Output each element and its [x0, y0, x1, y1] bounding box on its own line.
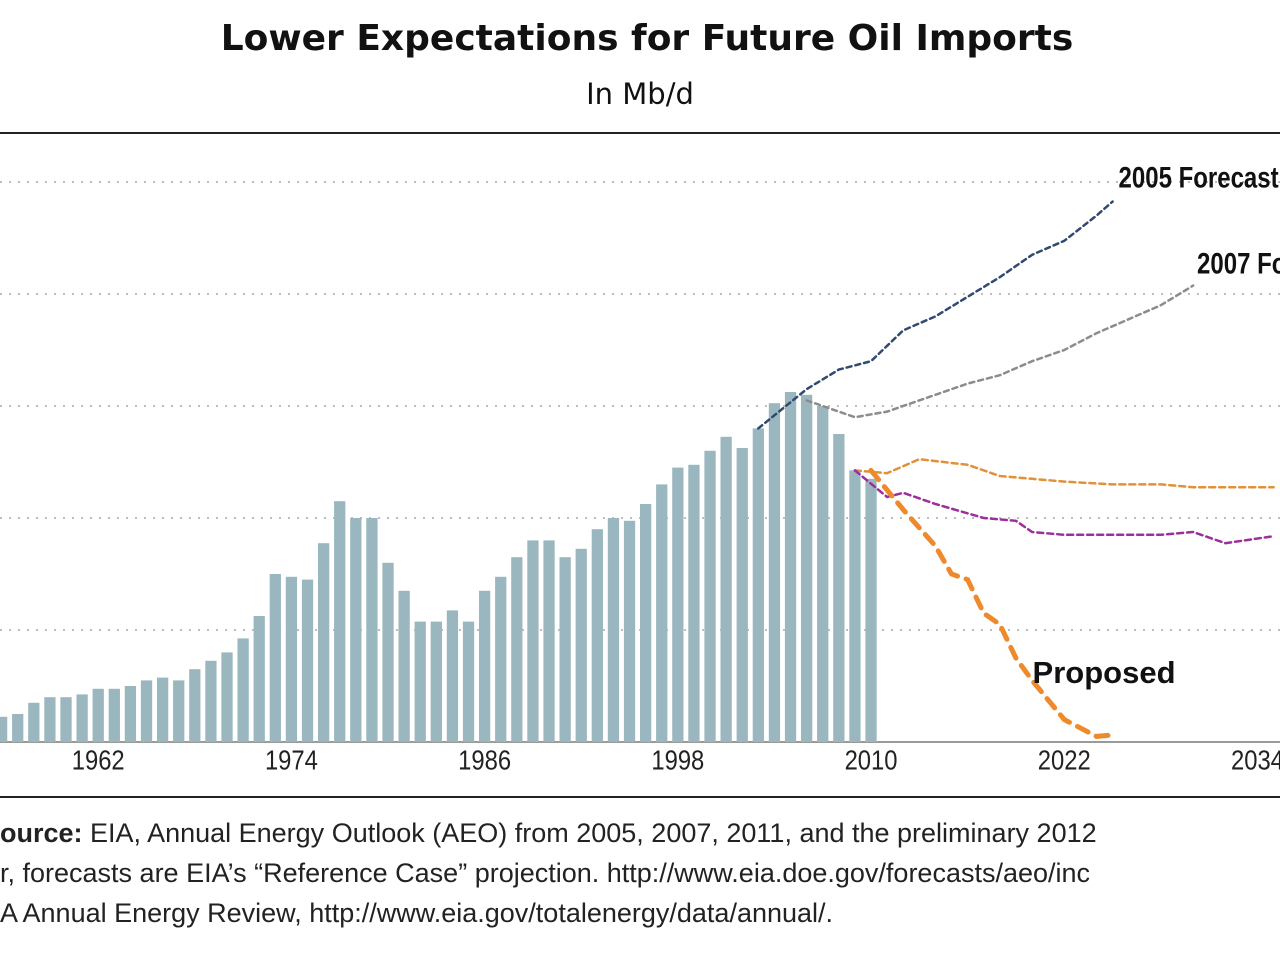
forecast-line — [805, 284, 1195, 419]
forecast-line — [853, 457, 1275, 489]
bar — [446, 610, 459, 742]
x-tick-label: 1974 — [265, 744, 318, 776]
bar — [462, 621, 475, 742]
bar — [269, 574, 281, 742]
bar — [591, 529, 603, 742]
bar — [205, 660, 217, 742]
bar — [543, 540, 555, 742]
bar — [140, 680, 153, 742]
bar — [108, 688, 120, 742]
source-line: ource: EIA, Annual Energy Outlook (AEO) … — [0, 818, 1097, 849]
bar — [92, 688, 104, 742]
bar — [640, 504, 652, 742]
bar — [285, 576, 298, 742]
series-label: 2005 Forecast — [1119, 160, 1279, 194]
forecast-line — [757, 200, 1114, 430]
bar — [237, 638, 249, 742]
source-label: ource: — [0, 818, 83, 848]
bar — [575, 548, 587, 742]
bar — [60, 697, 72, 742]
bar — [28, 702, 40, 742]
bar — [398, 590, 410, 742]
bar — [865, 478, 877, 742]
chart-subtitle: In Mb/d — [586, 77, 694, 111]
bar — [221, 652, 233, 742]
bar — [124, 686, 137, 742]
bar — [704, 450, 716, 742]
bar — [44, 697, 56, 742]
bar — [253, 616, 265, 742]
bar — [672, 467, 684, 742]
x-tick-label: 1962 — [72, 744, 125, 776]
forecast-line — [868, 467, 1116, 739]
bar — [430, 621, 442, 742]
bar — [76, 694, 88, 742]
bar — [366, 518, 378, 742]
bar — [559, 557, 571, 742]
bar — [768, 403, 781, 742]
bar — [12, 714, 24, 742]
forecast-line — [853, 469, 1275, 545]
x-tick-label: 2034 — [1231, 744, 1280, 776]
bar — [350, 518, 362, 742]
x-tick-label: 1998 — [651, 744, 704, 776]
bar — [784, 392, 797, 742]
bar — [527, 540, 539, 742]
chart-title: Lower Expectations for Future Oil Import… — [221, 18, 1074, 59]
bar — [849, 470, 861, 742]
chart: Lower Expectations for Future Oil Import… — [0, 18, 1280, 798]
bar — [801, 394, 813, 742]
bar — [334, 501, 346, 742]
bar — [495, 576, 507, 742]
series-label: Proposed — [1033, 655, 1176, 690]
bar — [156, 677, 169, 742]
x-tick-label: 1986 — [458, 744, 511, 776]
source-text: r, forecasts are EIA’s “Reference Case” … — [0, 858, 1091, 888]
bar — [833, 434, 845, 742]
bar — [736, 448, 748, 742]
bar — [656, 484, 668, 742]
bar — [173, 680, 185, 742]
bar — [817, 406, 829, 742]
bar — [623, 520, 636, 742]
bar — [301, 579, 314, 742]
bar — [0, 716, 8, 742]
bar — [414, 621, 426, 742]
bar — [317, 543, 330, 742]
x-tick-label: 2022 — [1038, 744, 1091, 776]
bar — [189, 669, 201, 742]
x-tick-label: 2010 — [845, 744, 898, 776]
bar — [688, 464, 700, 742]
bar — [478, 590, 491, 742]
bar — [752, 428, 764, 742]
source-text: EIA, Annual Energy Outlook (AEO) from 20… — [82, 818, 1097, 848]
source-text: A Annual Energy Review, http://www.eia.g… — [0, 898, 834, 928]
series-label: 2007 Forecast — [1197, 246, 1280, 280]
bar — [382, 562, 394, 742]
bar — [511, 557, 523, 742]
bar — [607, 518, 620, 742]
bar — [720, 436, 732, 742]
